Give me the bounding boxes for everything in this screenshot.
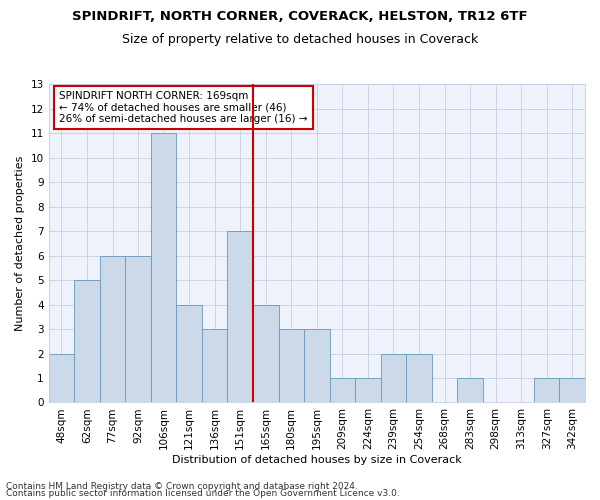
- Bar: [304, 329, 329, 402]
- Bar: [125, 256, 151, 402]
- Text: Size of property relative to detached houses in Coverack: Size of property relative to detached ho…: [122, 32, 478, 46]
- Y-axis label: Number of detached properties: Number of detached properties: [15, 156, 25, 331]
- Text: Contains public sector information licensed under the Open Government Licence v3: Contains public sector information licen…: [6, 490, 400, 498]
- Bar: [534, 378, 559, 402]
- Bar: [380, 354, 406, 403]
- Bar: [406, 354, 432, 403]
- Bar: [559, 378, 585, 402]
- Bar: [278, 329, 304, 402]
- Bar: [355, 378, 380, 402]
- Text: SPINDRIFT, NORTH CORNER, COVERACK, HELSTON, TR12 6TF: SPINDRIFT, NORTH CORNER, COVERACK, HELST…: [72, 10, 528, 23]
- Bar: [202, 329, 227, 402]
- Bar: [176, 304, 202, 402]
- Bar: [49, 354, 74, 403]
- Text: SPINDRIFT NORTH CORNER: 169sqm
← 74% of detached houses are smaller (46)
26% of : SPINDRIFT NORTH CORNER: 169sqm ← 74% of …: [59, 91, 308, 124]
- Bar: [74, 280, 100, 402]
- X-axis label: Distribution of detached houses by size in Coverack: Distribution of detached houses by size …: [172, 455, 462, 465]
- Bar: [253, 304, 278, 402]
- Bar: [457, 378, 483, 402]
- Text: Contains HM Land Registry data © Crown copyright and database right 2024.: Contains HM Land Registry data © Crown c…: [6, 482, 358, 491]
- Bar: [227, 231, 253, 402]
- Bar: [100, 256, 125, 402]
- Bar: [151, 134, 176, 402]
- Bar: [329, 378, 355, 402]
